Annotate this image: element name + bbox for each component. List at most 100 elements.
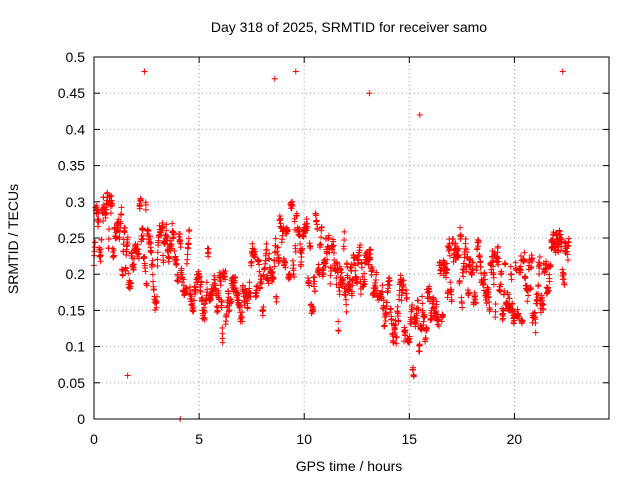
data-point: [486, 306, 493, 313]
data-point: [150, 278, 157, 285]
data-point: [228, 298, 235, 305]
data-point: [352, 262, 359, 269]
x-tick-labels: 0 5 10 15 20: [90, 431, 522, 447]
data-point: [483, 300, 490, 307]
data-point: [477, 263, 484, 270]
data-point: [218, 304, 225, 311]
data-point: [470, 266, 477, 273]
data-point: [122, 265, 129, 272]
data-point: [402, 327, 409, 334]
data-point: [213, 303, 220, 310]
data-point: [327, 272, 334, 279]
data-point: [160, 259, 167, 266]
data-point: [523, 282, 530, 289]
data-point: [164, 237, 171, 244]
data-point: [403, 294, 410, 301]
data-point: [472, 300, 479, 307]
data-point: [348, 261, 355, 268]
data-point: [325, 232, 332, 239]
data-point: [446, 246, 453, 253]
data-point: [190, 304, 197, 311]
data-point: [311, 278, 318, 285]
y-tick-label: 0.25: [58, 230, 85, 246]
data-point: [140, 235, 147, 242]
data-point: [177, 244, 184, 251]
data-point: [536, 260, 543, 267]
data-point: [384, 289, 391, 296]
data-point: [219, 324, 226, 331]
x-axis-label: GPS time / hours: [296, 458, 403, 474]
data-point: [342, 292, 349, 299]
data-point: [312, 212, 319, 219]
data-point: [390, 339, 397, 346]
grid-lines: [94, 57, 609, 419]
data-point: [142, 268, 149, 275]
data-point: [354, 280, 361, 287]
data-point: [314, 225, 321, 232]
data-point: [320, 270, 327, 277]
data-point: [492, 314, 499, 321]
data-point: [358, 264, 365, 271]
data-point: [297, 240, 304, 247]
y-axis-label: SRMTID / TECUs: [5, 184, 21, 294]
data-point: [236, 303, 243, 310]
data-point: [310, 308, 317, 315]
data-point: [361, 270, 368, 277]
data-point: [536, 253, 543, 260]
data-point: [163, 227, 170, 234]
data-point: [421, 314, 428, 321]
data-point: [143, 201, 150, 208]
data-point: [525, 292, 532, 299]
data-point: [205, 245, 212, 252]
data-point: [118, 210, 125, 217]
data-point: [333, 274, 340, 281]
data-point: [425, 295, 432, 302]
data-point: [188, 301, 195, 308]
data-point: [294, 212, 301, 219]
data-point: [561, 281, 568, 288]
data-point: [435, 323, 442, 330]
data-point: [199, 294, 206, 301]
data-point: [118, 204, 125, 211]
data-point: [498, 269, 505, 276]
data-point: [94, 223, 101, 230]
data-point: [534, 290, 541, 297]
data-point: [337, 266, 344, 273]
data-point: [343, 301, 350, 308]
data-point: [369, 267, 376, 274]
data-point: [492, 308, 499, 315]
data-point: [392, 322, 399, 329]
y-tick-label: 0.45: [58, 85, 85, 101]
data-point: [219, 339, 226, 346]
data-point: [232, 274, 239, 281]
data-point: [154, 263, 161, 270]
data-point: [343, 308, 350, 315]
data-point: [477, 258, 484, 265]
data-point: [558, 235, 565, 242]
data-point: [415, 297, 422, 304]
data-point: [291, 218, 298, 225]
data-point: [107, 210, 114, 217]
data-point: [564, 256, 571, 263]
data-point: [256, 261, 263, 268]
data-point: [383, 311, 390, 318]
data-point: [433, 311, 440, 318]
data-point: [410, 372, 417, 379]
data-point: [271, 75, 278, 82]
data-point: [435, 316, 442, 323]
data-point: [565, 235, 572, 242]
data-point: [386, 277, 393, 284]
data-point: [252, 248, 259, 255]
data-point: [465, 289, 472, 296]
data-point: [124, 241, 131, 247]
data-point: [148, 249, 155, 256]
data-point: [141, 68, 148, 75]
data-point: [521, 249, 528, 256]
data-point: [416, 342, 423, 349]
data-point: [97, 251, 104, 258]
data-point: [428, 316, 435, 323]
plot-frame: [93, 56, 610, 420]
data-point: [269, 269, 276, 276]
data-point: [109, 200, 116, 207]
data-point: [191, 297, 198, 304]
